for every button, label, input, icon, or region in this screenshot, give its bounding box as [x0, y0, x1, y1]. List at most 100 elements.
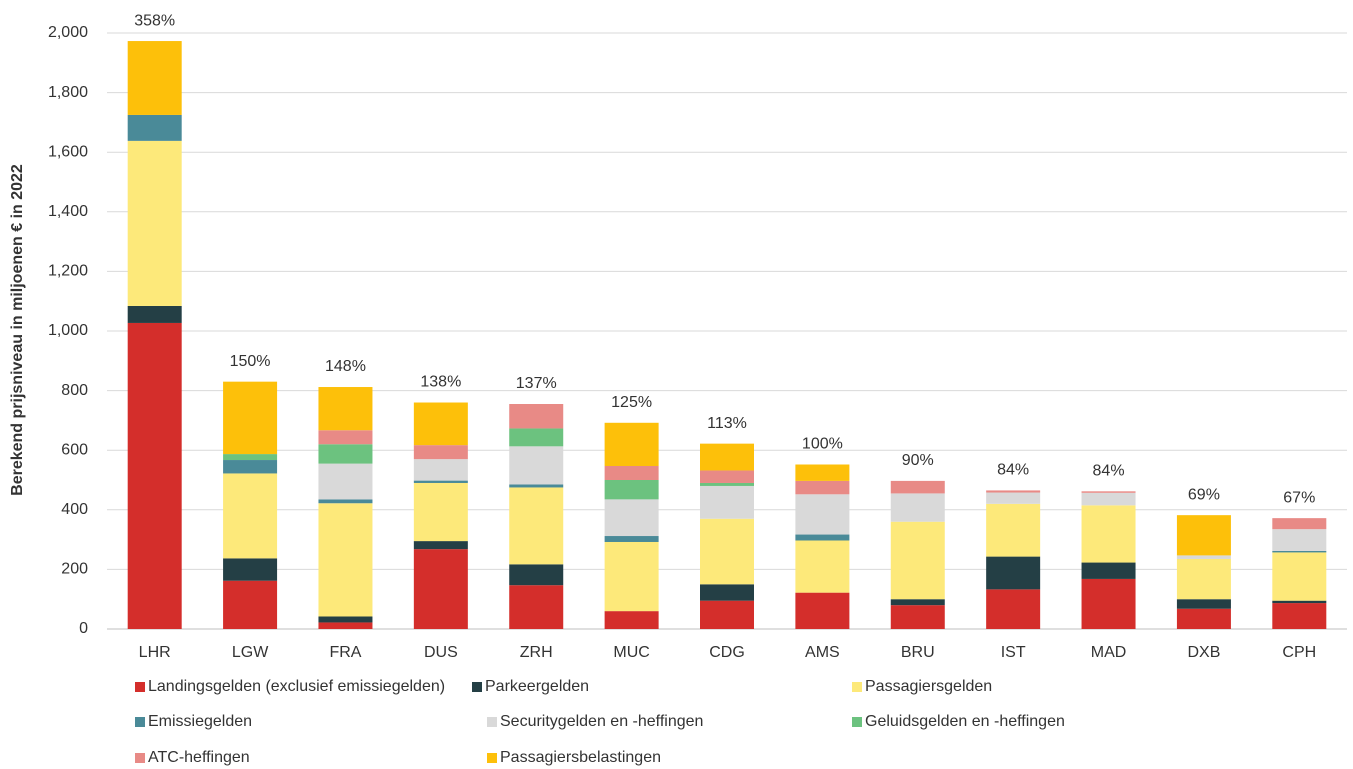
bar-segment — [318, 463, 373, 500]
bar-segment — [1272, 550, 1327, 553]
x-tick-label: MAD — [1091, 644, 1127, 661]
bar-segment — [413, 541, 468, 550]
bar-segment — [1081, 505, 1136, 563]
bar-segment — [318, 387, 373, 431]
legend-label: ATC-heffingen — [148, 749, 250, 766]
total-label: 84% — [997, 462, 1029, 479]
x-tick-label: CPH — [1282, 644, 1316, 661]
bar-segment — [1272, 552, 1327, 601]
bar-segment — [509, 446, 564, 485]
bar-segment — [890, 599, 945, 606]
total-label: 100% — [802, 436, 843, 453]
x-tick-label: LHR — [139, 644, 171, 661]
legend-label: Landingsgelden (exclusief emissiegelden) — [148, 678, 445, 695]
y-tick-label: 1,200 — [48, 263, 88, 280]
bar-segment — [1176, 599, 1231, 609]
total-label: 148% — [325, 358, 366, 375]
bar-segment — [1081, 562, 1136, 579]
bar-segment — [318, 444, 373, 464]
bar-segment — [700, 485, 754, 519]
total-label: 138% — [420, 374, 461, 391]
bar-segment — [604, 422, 659, 466]
bar-segment — [795, 480, 850, 495]
bar-segment — [795, 534, 850, 541]
bar-segment — [604, 536, 659, 542]
bar-segment — [413, 482, 468, 542]
bar-segment — [127, 140, 182, 306]
legend-swatch — [487, 717, 497, 727]
legend-label: Passagiersbelastingen — [500, 749, 661, 766]
bar-segment — [223, 473, 278, 559]
legend-swatch — [852, 682, 862, 692]
bar-segment — [318, 622, 373, 629]
legend-swatch — [135, 682, 145, 692]
bar-segment — [223, 381, 278, 455]
legend-swatch — [135, 717, 145, 727]
legend-label: Geluidsgelden en -heffingen — [865, 713, 1065, 730]
bar-segment — [700, 482, 754, 486]
bar-segment — [604, 465, 659, 480]
bar-segment — [890, 605, 945, 629]
bar-segment — [509, 484, 564, 488]
bar-segment — [986, 492, 1041, 504]
bar-segment — [1272, 529, 1327, 551]
bar-segment — [127, 305, 182, 323]
bar-segment — [795, 494, 850, 535]
total-label: 67% — [1283, 489, 1315, 506]
bar-segment — [127, 322, 182, 629]
y-tick-label: 400 — [61, 501, 88, 518]
bar-segment — [700, 443, 754, 471]
bar-segment — [127, 114, 182, 141]
y-tick-label: 1,000 — [48, 322, 88, 339]
legend-swatch — [487, 753, 497, 763]
bar-segment — [223, 558, 278, 581]
bar-segment — [223, 460, 278, 474]
bar-segment — [1176, 558, 1231, 600]
bar-segment — [1272, 603, 1327, 629]
bar-segment — [986, 503, 1041, 557]
bar-segment — [986, 556, 1041, 590]
bar-segment — [1081, 491, 1136, 493]
y-tick-label: 1,400 — [48, 203, 88, 220]
bar-segment — [700, 518, 754, 585]
y-tick-label: 0 — [79, 620, 88, 637]
bar-segment — [223, 580, 278, 629]
bar-segment — [509, 564, 564, 586]
legend-swatch — [852, 717, 862, 727]
total-label: 358% — [134, 12, 175, 29]
bar-segment — [986, 589, 1041, 629]
x-tick-label: IST — [1001, 644, 1026, 661]
bar-segment — [700, 600, 754, 629]
bar-segment — [413, 402, 468, 446]
bar-segment — [1272, 600, 1327, 604]
total-label: 69% — [1188, 486, 1220, 503]
legend-label: Parkeergelden — [485, 678, 589, 695]
y-tick-label: 800 — [61, 382, 88, 399]
x-tick-label: FRA — [329, 644, 361, 661]
total-label: 113% — [707, 415, 747, 432]
total-label: 90% — [902, 452, 934, 469]
legend-swatch — [472, 682, 482, 692]
y-tick-label: 2,000 — [48, 24, 88, 41]
total-label: 125% — [611, 394, 652, 411]
bar-segment — [413, 445, 468, 460]
x-tick-label: DXB — [1187, 644, 1220, 661]
bar-segment — [604, 499, 659, 537]
x-tick-label: DUS — [424, 644, 458, 661]
total-label: 84% — [1093, 463, 1125, 480]
bar-segment — [604, 480, 659, 500]
bar-segment — [890, 521, 945, 600]
x-tick-label: ZRH — [520, 644, 553, 661]
bar-segment — [509, 487, 564, 565]
bar-segment — [223, 454, 278, 461]
x-tick-label: MUC — [613, 644, 649, 661]
bar-segment — [127, 41, 182, 115]
bar-segment — [1176, 515, 1231, 556]
y-tick-label: 1,600 — [48, 143, 88, 160]
legend-label: Emissiegelden — [148, 713, 252, 730]
bar-segment — [890, 493, 945, 522]
bar-segment — [890, 480, 945, 494]
bar-segment — [700, 584, 754, 601]
y-tick-label: 600 — [61, 441, 88, 458]
